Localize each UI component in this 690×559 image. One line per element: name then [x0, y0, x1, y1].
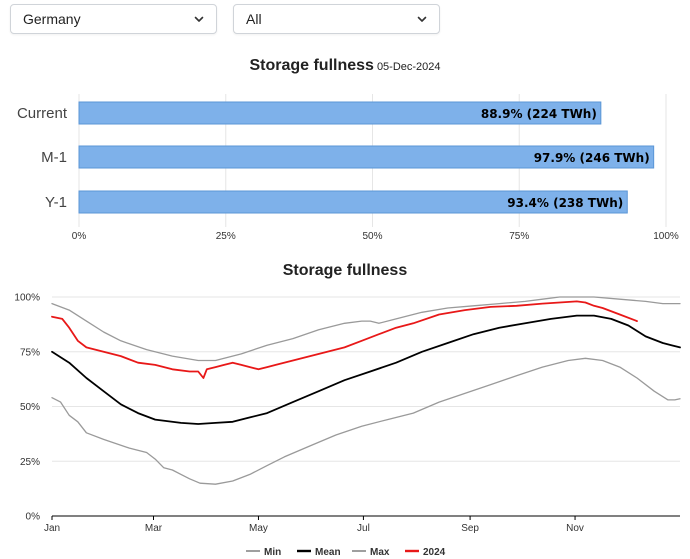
line-x-tick-label: Nov: [566, 523, 584, 534]
bar-chart-title: Storage fullness 05-Dec-2024: [0, 57, 690, 75]
bar-x-tick-label: 100%: [653, 231, 679, 242]
chevron-down-icon: [417, 16, 427, 22]
series-line-2024: [51, 300, 638, 379]
legend-label-min: Min: [264, 547, 281, 558]
line-y-tick-label: 25%: [20, 457, 40, 468]
legend-label-2024: 2024: [423, 547, 446, 558]
bar-x-tick-label: 0%: [72, 231, 87, 242]
line-y-tick-label: 100%: [14, 293, 40, 304]
line-y-tick-label: 0%: [26, 512, 41, 523]
series-line-max: [51, 296, 681, 362]
bar-x-tick-label: 25%: [216, 231, 236, 242]
type-filter-select-value: All: [246, 11, 262, 27]
series-line-min: [51, 357, 681, 485]
line-x-tick-label: Sep: [461, 523, 479, 534]
bar-data-label: 97.9% (246 TWh): [534, 151, 650, 165]
legend-label-max: Max: [370, 547, 390, 558]
series-line-mean: [51, 314, 681, 425]
line-y-tick-label: 75%: [20, 347, 40, 358]
bar-category-label: M-1: [41, 149, 67, 166]
bar-chart: 0% 25% 50% 75% 100% Current 88.9% (224 TWh) M-1…: [17, 94, 679, 242]
bar-data-label: 93.4% (238 TWh): [507, 196, 623, 210]
type-filter-select[interactable]: All: [233, 4, 440, 34]
bar-current: [78, 101, 602, 125]
line-chart-title: Storage fullness: [282, 262, 408, 279]
bar-chart-date: 05-Dec-2024: [376, 61, 441, 73]
bar-data-label: 88.9% (224 TWh): [481, 107, 597, 121]
line-x-tick-label: Jan: [44, 523, 60, 534]
line-y-tick-label: 50%: [20, 402, 40, 413]
bar-category-label: Y-1: [45, 194, 67, 211]
bar-x-tick-label: 50%: [362, 231, 382, 242]
country-select-value: Germany: [23, 11, 81, 27]
bar-chart-title-text: Storage fullness: [249, 57, 374, 74]
chevron-down-icon: [194, 16, 204, 22]
country-select[interactable]: Germany: [10, 4, 217, 34]
bar-x-tick-label: 75%: [509, 231, 529, 242]
legend-label-mean: Mean: [315, 547, 341, 558]
line-x-tick-label: Mar: [145, 523, 163, 534]
line-x-tick-label: Jul: [357, 523, 370, 534]
line-chart: 0% 25% 50% 75% 100% Jan Mar May Jul Sep Nov Min Mean…: [14, 293, 681, 558]
bar-category-label: Current: [17, 105, 68, 122]
bar-y-1: [78, 190, 628, 214]
bar-m-1: [78, 145, 655, 169]
line-x-tick-label: May: [249, 523, 268, 534]
